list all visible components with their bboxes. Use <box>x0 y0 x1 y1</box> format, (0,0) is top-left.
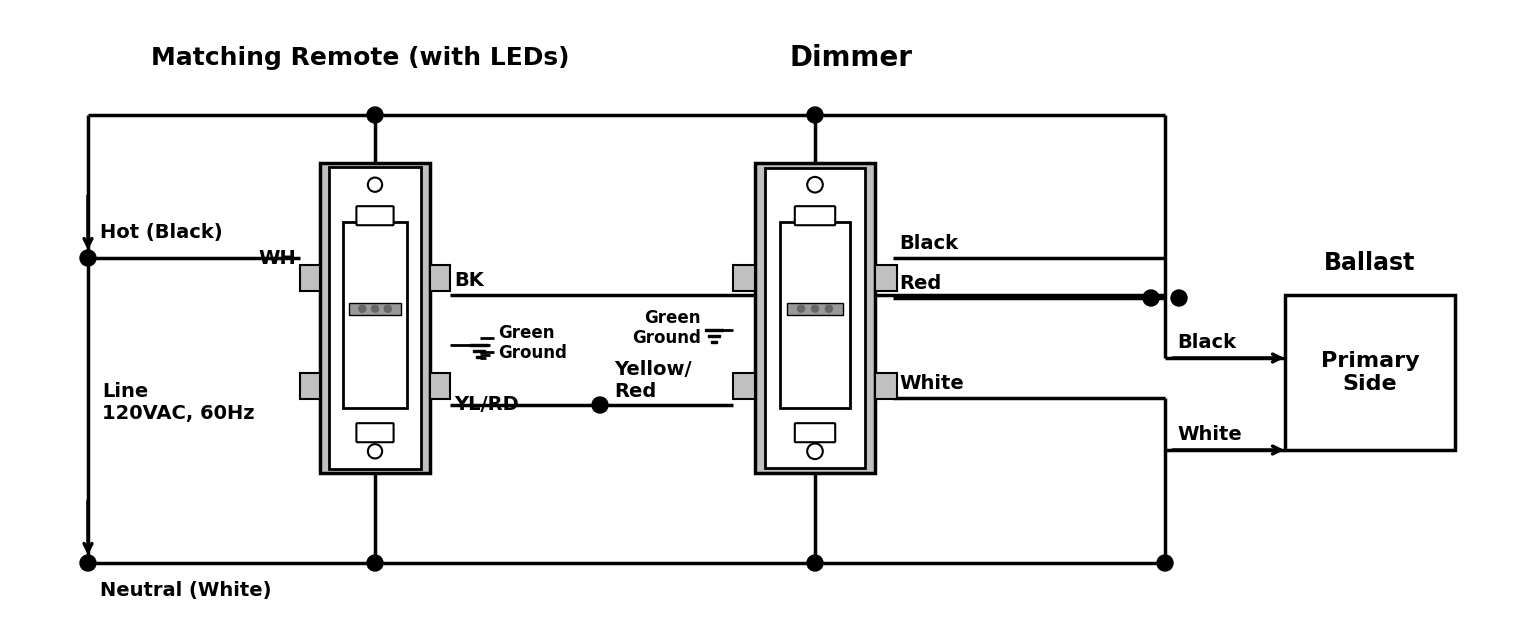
Bar <box>786 303 843 314</box>
Bar <box>734 265 756 291</box>
Text: White: White <box>1177 425 1242 444</box>
Text: Green
Ground: Green Ground <box>633 309 700 348</box>
Circle shape <box>80 555 95 571</box>
Circle shape <box>806 443 823 459</box>
Text: Primary
Side: Primary Side <box>1320 351 1419 394</box>
Bar <box>705 328 723 331</box>
Circle shape <box>811 305 819 312</box>
Bar <box>300 373 320 399</box>
Bar <box>472 350 485 352</box>
Text: Line
120VAC, 60Hz: Line 120VAC, 60Hz <box>102 382 254 423</box>
Circle shape <box>1171 290 1187 306</box>
Circle shape <box>359 305 366 312</box>
Circle shape <box>806 555 823 571</box>
Text: WH: WH <box>259 249 295 268</box>
FancyBboxPatch shape <box>794 206 836 225</box>
Bar <box>349 303 400 314</box>
Bar <box>765 168 865 468</box>
Bar <box>876 373 897 399</box>
Circle shape <box>797 305 805 312</box>
Text: YL/RD: YL/RD <box>454 396 519 415</box>
FancyBboxPatch shape <box>794 423 836 442</box>
Circle shape <box>1157 555 1173 571</box>
Bar <box>300 265 320 291</box>
Bar <box>476 355 482 358</box>
Text: Ballast: Ballast <box>1325 251 1416 275</box>
Text: Green
Ground: Green Ground <box>499 323 566 362</box>
Circle shape <box>806 107 823 123</box>
Text: Black: Black <box>899 234 957 253</box>
Text: Yellow/
Red: Yellow/ Red <box>614 360 691 401</box>
Circle shape <box>80 250 95 266</box>
Text: Red: Red <box>899 274 942 293</box>
Bar <box>469 344 488 346</box>
Bar <box>876 265 897 291</box>
Circle shape <box>806 177 823 192</box>
Circle shape <box>368 444 382 458</box>
Bar <box>708 334 720 337</box>
Circle shape <box>366 107 383 123</box>
Text: BK: BK <box>454 271 483 290</box>
Bar <box>320 163 429 473</box>
Text: Neutral (White): Neutral (White) <box>100 581 271 600</box>
Bar <box>343 222 406 408</box>
Bar <box>756 163 876 473</box>
Bar <box>711 341 717 343</box>
Bar <box>1285 295 1454 450</box>
Circle shape <box>1143 290 1159 306</box>
Bar <box>329 167 422 468</box>
Text: Hot (Black): Hot (Black) <box>100 223 223 242</box>
Circle shape <box>593 397 608 413</box>
Circle shape <box>366 555 383 571</box>
Text: Black: Black <box>1177 333 1236 352</box>
Circle shape <box>368 178 382 192</box>
FancyBboxPatch shape <box>357 423 394 442</box>
Bar <box>780 222 850 408</box>
Bar <box>429 265 449 291</box>
Circle shape <box>371 305 379 312</box>
Circle shape <box>825 305 833 312</box>
Text: Dimmer: Dimmer <box>790 44 913 72</box>
Text: Matching Remote (with LEDs): Matching Remote (with LEDs) <box>151 46 569 70</box>
Circle shape <box>385 305 391 312</box>
FancyBboxPatch shape <box>357 206 394 225</box>
Bar <box>429 373 449 399</box>
Bar <box>734 373 756 399</box>
Text: White: White <box>899 374 963 393</box>
